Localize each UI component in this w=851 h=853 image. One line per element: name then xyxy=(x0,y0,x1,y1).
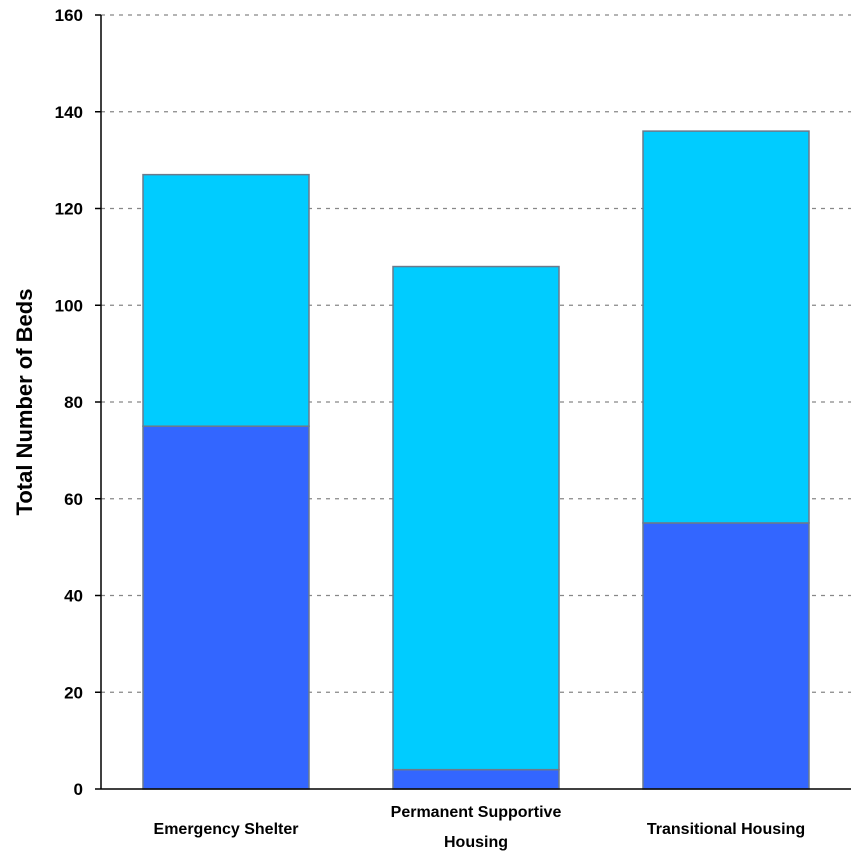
y-tick-label: 0 xyxy=(74,780,83,799)
y-axis-title: Total Number of Beds xyxy=(12,289,37,516)
x-tick-label-line: Emergency Shelter xyxy=(154,821,299,838)
bar-segment xyxy=(642,522,810,790)
y-tick-label: 120 xyxy=(55,200,83,219)
bars xyxy=(142,130,810,790)
bar-segment xyxy=(392,265,560,771)
y-tick-labels: 0 20 40 60 80 100 120 140 160 xyxy=(55,6,101,799)
bar-segment xyxy=(142,425,310,790)
x-tick-label-line: Housing xyxy=(444,834,508,851)
y-tick-label: 140 xyxy=(55,103,83,122)
y-tick-label: 60 xyxy=(64,490,83,509)
x-tick-label: Emergency Shelter xyxy=(154,821,299,838)
y-tick-label: 20 xyxy=(64,683,83,702)
x-tick-labels: Emergency Shelter Permanent Supportive Hou… xyxy=(154,804,806,851)
bar-segment xyxy=(642,130,810,524)
y-tick-label: 40 xyxy=(64,587,83,606)
x-tick-label-line: Permanent Supportive xyxy=(391,804,562,821)
y-tick-label: 160 xyxy=(55,6,83,25)
x-tick-label: Transitional Housing xyxy=(647,821,805,838)
bar-segment xyxy=(392,768,560,790)
y-tick-label: 100 xyxy=(55,296,83,315)
y-tick-label: 80 xyxy=(64,393,83,412)
x-tick-label-line: Transitional Housing xyxy=(647,821,805,838)
x-tick-label: Permanent Supportive Housing xyxy=(391,804,562,851)
bar-segment xyxy=(142,173,310,427)
